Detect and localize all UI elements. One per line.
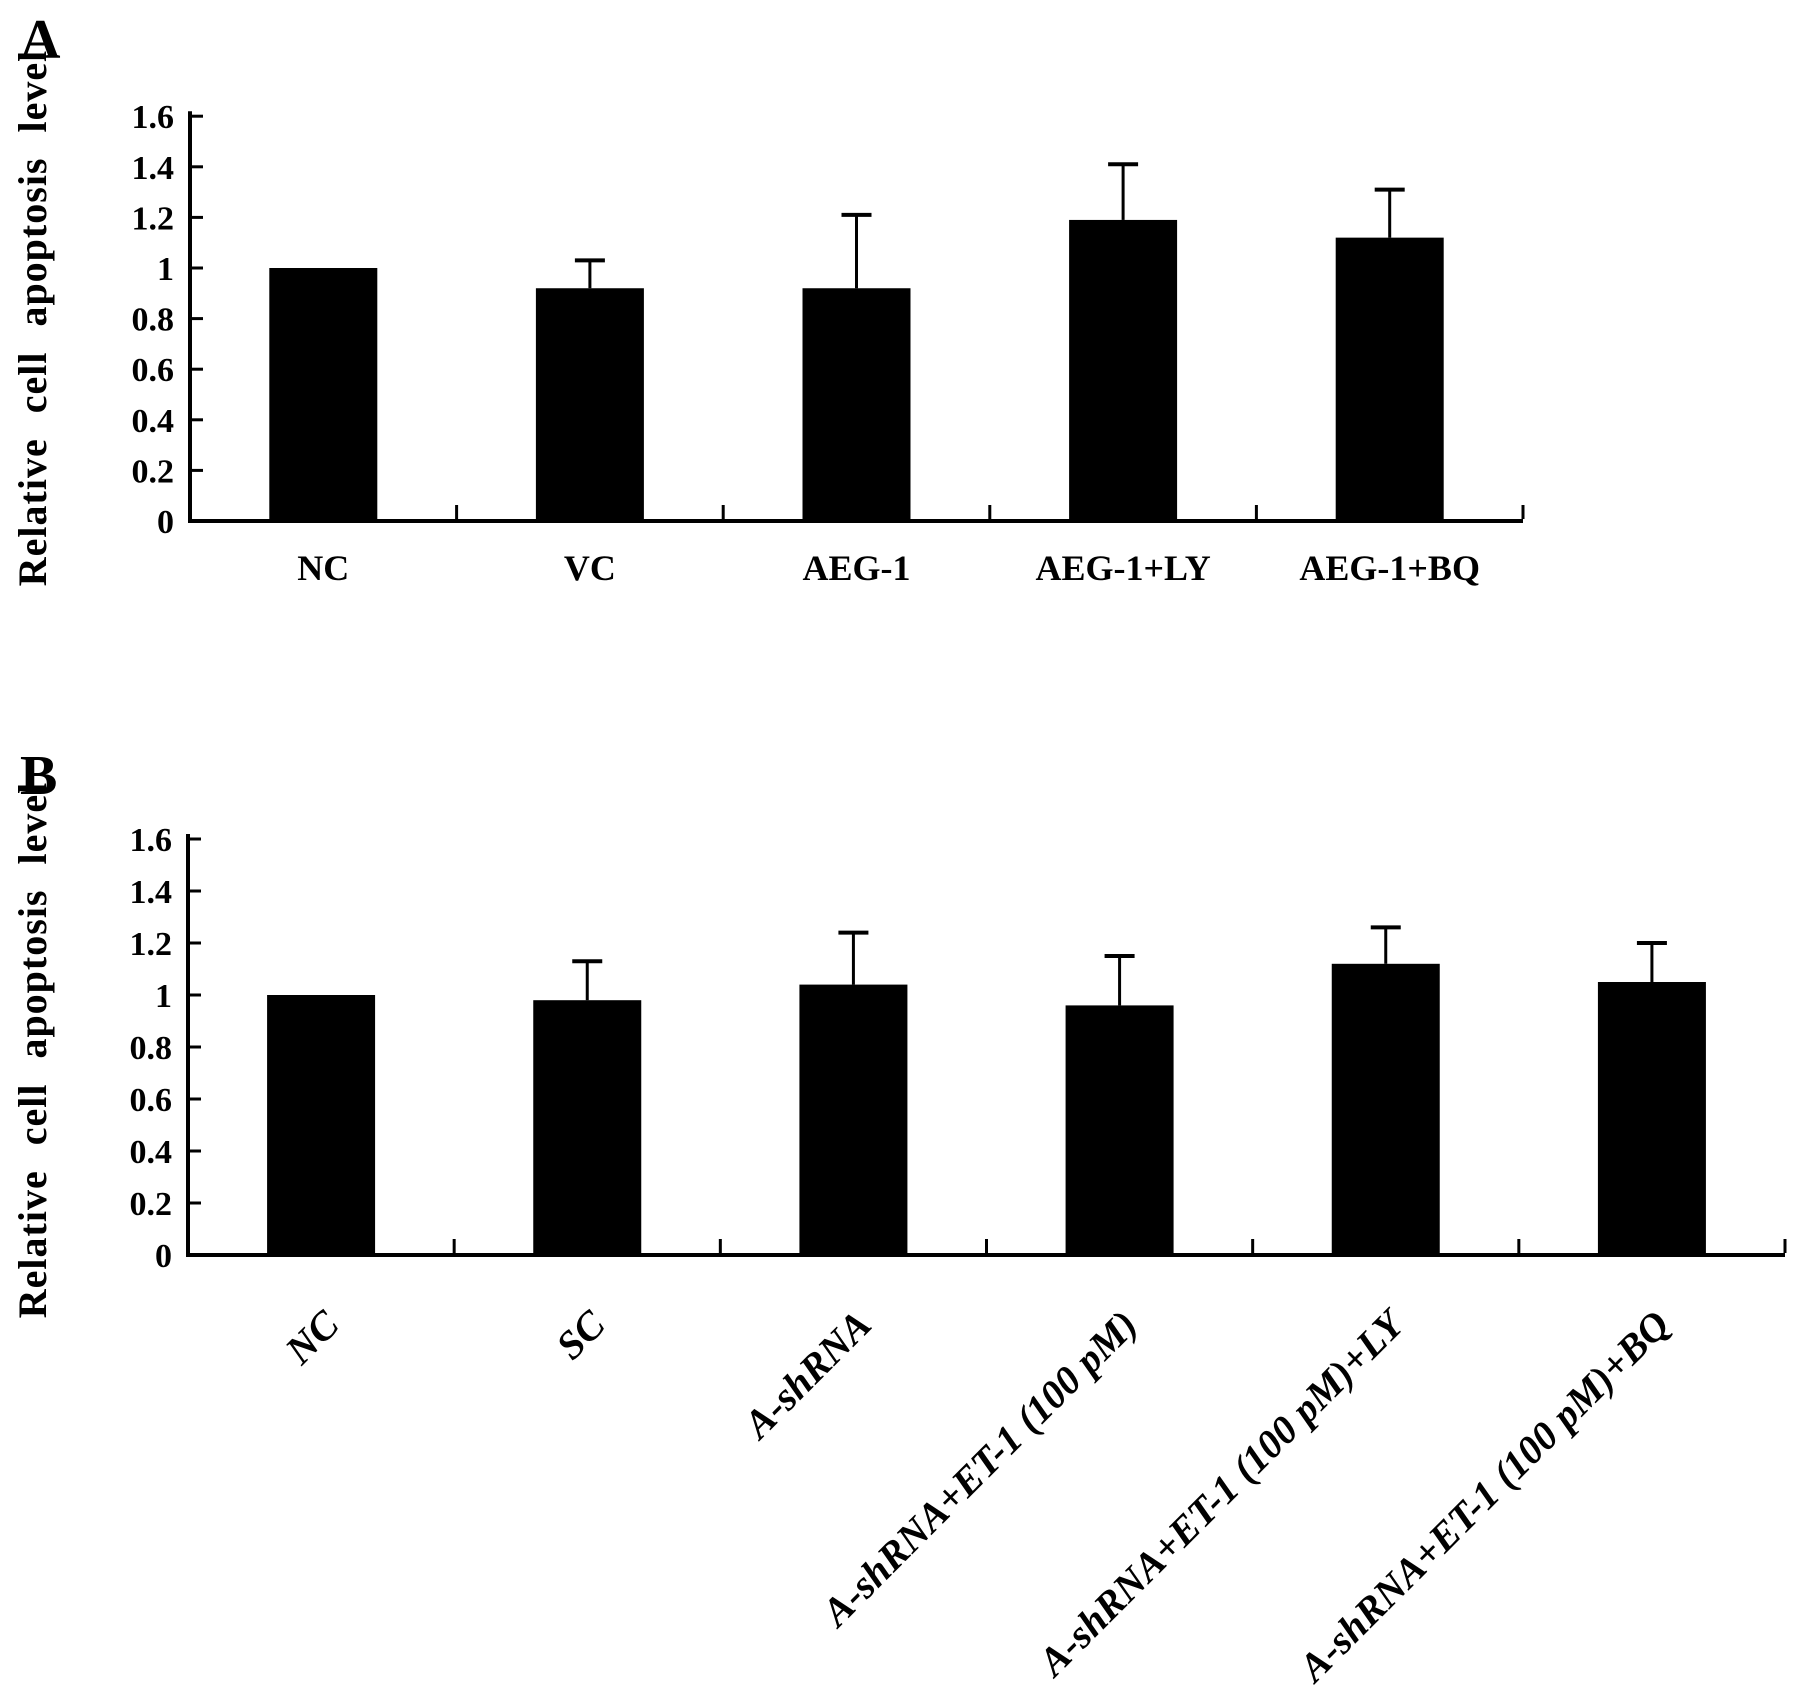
panel-letter-b: B: [20, 745, 57, 807]
error-bar-a-shrna-et-1-100-pm-ly: [1370, 925, 1401, 964]
bar-vc: [535, 288, 644, 521]
bar-a-shrna-et-1-100-pm-bq: [1597, 982, 1706, 1255]
x-label-a-shrna: A-shRNA: [733, 1302, 880, 1449]
panel-letter-a: A: [20, 9, 61, 71]
y-tick-label-0-8: 0.8: [130, 1030, 173, 1067]
error-bar-a-shrna-et-1-100-pm: [1104, 954, 1135, 1006]
y-tick-label-1: 1: [155, 978, 172, 1015]
y-tick-label-1-6: 1.6: [132, 99, 175, 136]
y-tick-label-0-6: 0.6: [130, 1082, 173, 1119]
y-axis-title-a: Relative cell apoptosis level: [10, 50, 55, 586]
y-tick-label-1-6: 1.6: [130, 822, 173, 859]
y-tick-label-1-4: 1.4: [132, 150, 175, 187]
bar-a-shrna-et-1-100-pm-ly: [1331, 963, 1440, 1255]
y-tick-label-0: 0: [157, 504, 174, 541]
y-tick-label-1-2: 1.2: [132, 200, 175, 237]
bar-a-shrna-et-1-100-pm: [1065, 1005, 1174, 1255]
x-label-aeg-1-ly: AEG-1+LY: [1035, 548, 1210, 588]
error-bar-a-shrna: [838, 930, 869, 985]
bar-nc: [267, 995, 376, 1255]
y-tick-label-0-6: 0.6: [132, 352, 175, 389]
error-bar-a-shrna-et-1-100-pm-bq: [1636, 941, 1667, 982]
x-label-aeg-1: AEG-1: [803, 548, 911, 588]
y-tick-label-1-4: 1.4: [130, 874, 173, 911]
bar-aeg-1-bq: [1335, 237, 1444, 521]
y-tick-label-0-4: 0.4: [132, 403, 175, 440]
y-tick-label-0-2: 0.2: [130, 1186, 173, 1223]
y-tick-label-0: 0: [155, 1238, 172, 1275]
bar-aeg-1-ly: [1069, 219, 1178, 521]
bar-sc: [533, 1000, 642, 1255]
y-tick-label-0-8: 0.8: [132, 302, 175, 339]
x-label-vc: VC: [564, 548, 616, 588]
x-label-nc: NC: [276, 1301, 349, 1374]
error-bar-aeg-1-bq: [1374, 187, 1405, 238]
y-tick-label-0-2: 0.2: [132, 453, 175, 490]
y-tick-label-1-2: 1.2: [130, 926, 173, 963]
error-bar-vc: [574, 258, 605, 289]
bar-nc: [269, 268, 378, 521]
y-tick-label-1: 1: [157, 251, 174, 288]
bar-a-shrna: [799, 984, 908, 1255]
error-bar-aeg-1: [841, 212, 872, 289]
x-label-aeg-1-bq: AEG-1+BQ: [1299, 548, 1480, 588]
error-bar-sc: [572, 959, 603, 1001]
error-bar-aeg-1-ly: [1108, 162, 1139, 220]
y-tick-label-0-4: 0.4: [130, 1134, 173, 1171]
bar-aeg-1: [802, 288, 911, 521]
x-label-sc: SC: [547, 1301, 614, 1368]
x-label-nc: NC: [297, 548, 349, 588]
y-axis-title-b: Relative cell apoptosis level: [10, 782, 55, 1318]
